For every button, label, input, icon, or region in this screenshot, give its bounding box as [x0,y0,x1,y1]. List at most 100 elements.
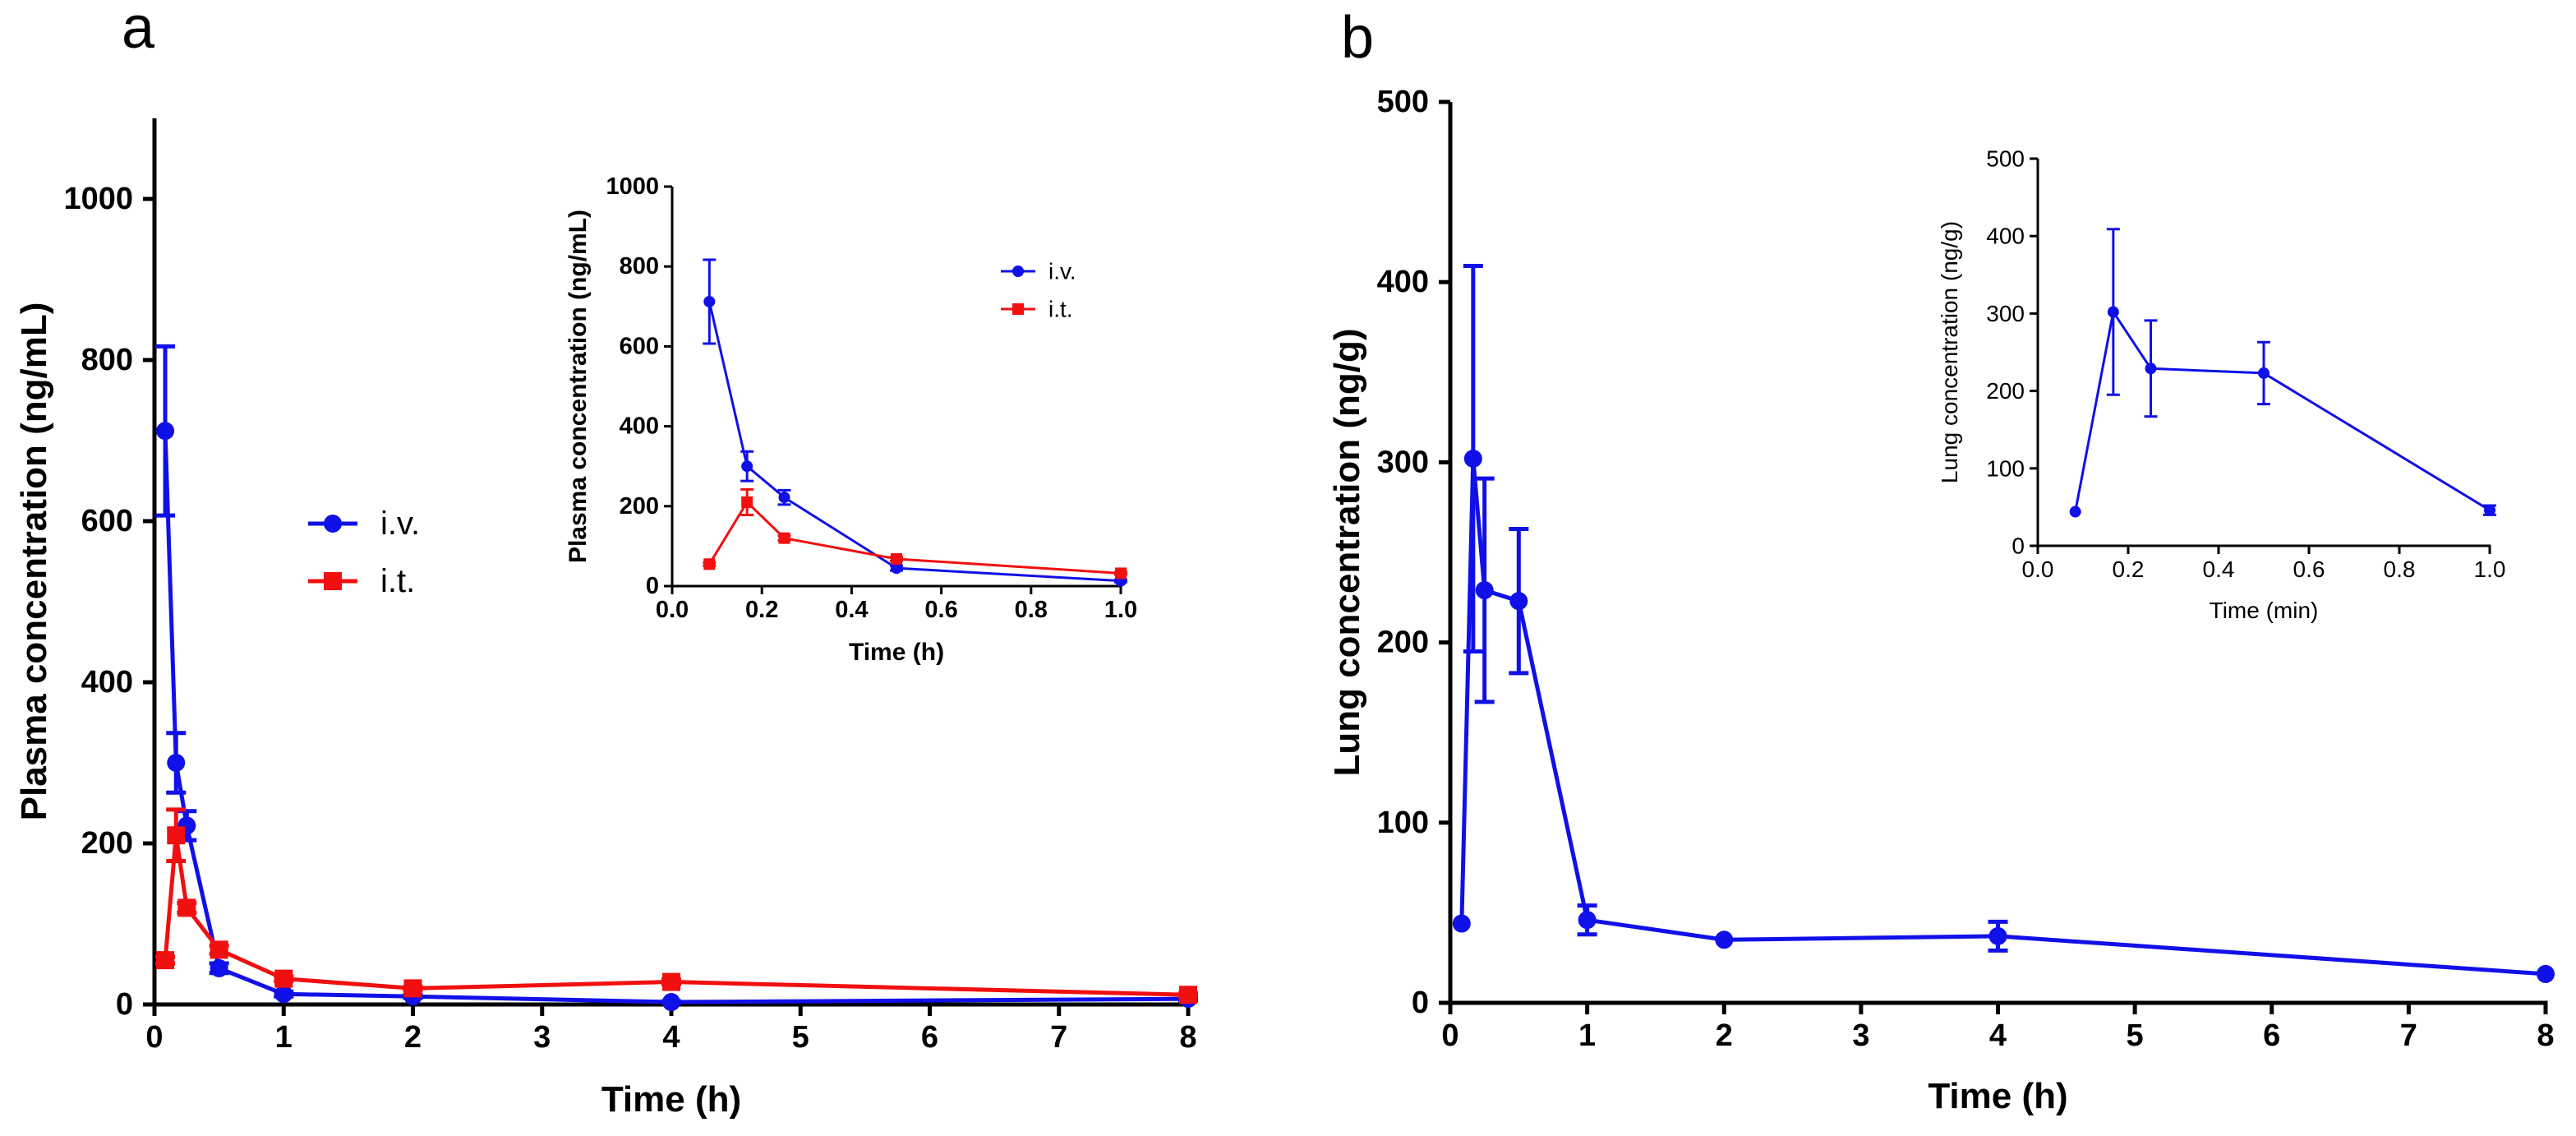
data-point [741,496,753,508]
series-line [707,301,1122,583]
y-tick-label: 1000 [606,173,659,200]
data-point [1988,926,2007,945]
panel-label-a: a [122,0,155,61]
data-point [891,552,902,565]
series-lung [2069,228,2496,518]
series-i.v. [703,258,1127,587]
x-axis-title: Time (min) [2210,598,2319,623]
x-tick-label: 2 [1716,1018,1733,1053]
x-tick-label: 7 [1050,1020,1067,1055]
x-axis-title: Time (h) [601,1079,741,1120]
series-line [708,501,1122,575]
panel-label-b: b [1341,5,1374,71]
series-i.t. [703,487,1127,580]
y-axis-title: Lung concentration (ng/g) [1327,328,1367,776]
chart-b-inset: 0.0 0.2 0.4 0.6 0.8 1.0 0 100 200 300 400 500 Time (… [1937,146,2505,624]
y-tick-label: 1000 [63,182,133,216]
data-point [1179,986,1197,1004]
data-point [2145,363,2157,375]
y-tick-label: 800 [620,253,659,279]
data-point [703,295,716,307]
series-line [163,431,1189,1004]
y-axis-title: Lung concentration (ng/g) [1937,221,1962,483]
data-point [210,958,228,977]
data-point [403,979,422,998]
y-tick-label: 0 [116,987,133,1022]
y-tick-label: 400 [1986,224,2025,249]
y-tick-label: 800 [81,343,133,377]
x-tick-label: 0.8 [2384,556,2416,582]
chart-a-main: 0 1 2 3 4 5 6 7 8 0 200 400 600 800 1000 Time (h) Plasma… [14,118,1198,1120]
x-tick-label: 0 [1441,1018,1459,1053]
data-point [662,972,680,991]
series-line [2074,311,2491,512]
legend-label: i.v. [1048,259,1076,284]
series-line [163,833,1189,997]
data-point [778,532,790,544]
series-i.t. [155,807,1198,1004]
x-tick-label: 7 [2400,1018,2417,1053]
data-point [1463,450,1482,469]
y-tick-label: 300 [1986,301,2025,326]
data-point [210,940,228,959]
legend: i.v. i.t. [1001,259,1076,322]
x-tick-label: 0.6 [2293,556,2325,582]
y-tick-label: 500 [1986,146,2025,172]
x-axis-title: Time (h) [849,639,944,666]
data-point [167,754,186,772]
x-tick-label: 1 [275,1020,293,1055]
data-point [167,826,186,845]
legend-label: i.t. [380,563,415,599]
x-tick-label: 5 [792,1020,809,1055]
x-tick-label: 0.4 [835,597,868,623]
x-tick-label: 3 [533,1020,551,1055]
data-point [891,562,902,575]
x-tick-label: 1.0 [2474,556,2506,582]
data-point [156,951,175,970]
data-point [1475,581,1494,600]
y-tick-label: 200 [1377,626,1429,660]
data-point [2484,504,2495,516]
data-point [1452,914,1471,933]
y-tick-label: 600 [81,504,133,538]
x-axis-title: Time (h) [1928,1076,2067,1116]
legend-label: i.v. [380,506,420,542]
x-tick-label: 0.0 [2022,556,2054,582]
x-tick-label: 0.6 [924,597,957,623]
data-point [662,993,680,1012]
x-tick-label: 6 [921,1020,938,1055]
data-point [274,969,293,988]
y-tick-label: 300 [1377,445,1429,479]
data-point [2537,964,2555,983]
x-tick-label: 0 [145,1020,163,1055]
series-lung [1452,263,2555,983]
x-tick-label: 0.2 [2113,556,2145,582]
x-tick-label: 5 [2127,1018,2144,1053]
data-point [1715,931,1734,949]
data-point [156,422,175,441]
data-point [778,492,790,504]
data-point [2107,306,2119,318]
data-point [703,558,716,570]
data-point [1115,567,1127,580]
x-tick-label: 0.2 [745,597,778,623]
x-tick-label: 4 [1989,1018,2007,1053]
data-point [2258,367,2270,379]
y-tick-label: 500 [1377,85,1429,119]
y-tick-label: 0 [1412,986,1429,1020]
x-tick-label: 0.8 [1015,597,1048,623]
y-tick-label: 200 [620,493,659,520]
chart-b-main: 0 1 2 3 4 5 6 7 8 0 100 200 300 400 500 Time (h) Lung co… [1327,85,2555,1116]
legend: i.v. i.t. [308,506,420,599]
x-tick-label: 1 [1578,1018,1596,1053]
legend-marker [1012,266,1024,277]
x-tick-label: 3 [1852,1018,1869,1053]
legend-marker [324,572,342,590]
data-point [274,985,293,1004]
y-tick-label: 400 [620,413,659,440]
x-tick-label: 1.0 [1104,597,1137,623]
x-tick-label: 8 [1179,1020,1196,1055]
y-tick-label: 400 [1377,265,1429,299]
